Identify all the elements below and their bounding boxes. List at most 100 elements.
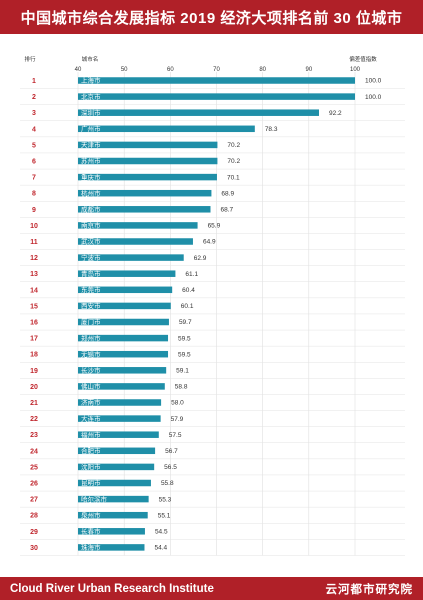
x-tick-label: 80 <box>259 67 266 73</box>
rank-label: 29 <box>30 529 38 536</box>
value-label: 68.9 <box>221 190 234 197</box>
city-label: 哈尔滨市 <box>81 494 108 503</box>
city-label: 北京市 <box>81 92 101 101</box>
rank-label: 15 <box>30 303 38 310</box>
rank-label: 17 <box>30 336 38 343</box>
bar <box>78 189 212 197</box>
bar <box>78 206 211 213</box>
x-tick-label: 70 <box>213 67 220 73</box>
city-label: 南京市 <box>81 221 101 230</box>
x-tick-label: 50 <box>121 67 128 73</box>
city-label: 深圳市 <box>81 108 101 117</box>
value-label: 56.7 <box>165 448 178 455</box>
rank-label: 4 <box>32 126 36 133</box>
city-label: 宁波市 <box>81 253 101 262</box>
bar <box>78 93 355 100</box>
rank-label: 7 <box>32 175 36 182</box>
rank-label: 19 <box>30 368 38 375</box>
value-label: 70.2 <box>227 142 240 149</box>
bar <box>78 77 355 84</box>
city-label: 郑州市 <box>81 333 101 342</box>
x-tick-label: 40 <box>75 67 82 73</box>
bar <box>78 302 171 310</box>
rank-label: 28 <box>30 513 38 520</box>
city-label: 福州市 <box>81 430 101 439</box>
city-label: 昆明市 <box>81 478 101 487</box>
value-label: 55.3 <box>159 496 172 503</box>
value-label: 61.1 <box>185 271 198 278</box>
chart-title: 中国城市综合发展指标 2019 经济大项排名前 30 位城市 <box>20 9 403 27</box>
rank-label: 30 <box>30 545 38 552</box>
footer-org-en: Cloud River Urban Research Institute <box>10 582 214 595</box>
footer-org-cn: 云河都市研究院 <box>325 583 413 596</box>
bar <box>78 479 151 487</box>
rank-column-header: 排行 <box>24 55 36 63</box>
bar <box>78 367 167 374</box>
bar <box>78 157 218 165</box>
value-label: 68.7 <box>220 207 233 214</box>
value-label: 54.4 <box>154 545 167 552</box>
bar <box>78 125 255 133</box>
city-label: 东莞市 <box>81 285 101 294</box>
rank-label: 3 <box>32 110 36 117</box>
value-label: 64.9 <box>203 239 216 246</box>
bar <box>78 431 159 438</box>
city-label: 成都市 <box>81 205 101 214</box>
bar <box>78 238 193 245</box>
city-column-header: 城市名 <box>82 55 99 63</box>
bar <box>78 222 198 229</box>
city-label: 佛山市 <box>81 382 101 391</box>
bar-chart: 排行 城市名 偏差值指数 40 50 60 70 80 90 100 1 上海市 100.0 2 北京市 10… <box>20 55 405 556</box>
value-label: 60.1 <box>181 303 194 310</box>
value-column-header: 偏差值指数 <box>349 55 377 63</box>
city-label: 重庆市 <box>81 172 101 181</box>
city-label: 泉州市 <box>81 510 101 519</box>
rank-label: 12 <box>30 255 38 262</box>
value-label: 100.0 <box>365 78 382 85</box>
city-label: 长春市 <box>81 527 101 536</box>
value-label: 59.7 <box>179 319 192 326</box>
rank-label: 11 <box>30 239 38 246</box>
bar <box>78 254 184 261</box>
value-label: 54.5 <box>155 529 168 536</box>
rank-label: 21 <box>30 400 38 407</box>
bar <box>78 544 145 551</box>
bar <box>78 141 218 149</box>
rank-label: 27 <box>30 497 38 504</box>
rank-label: 13 <box>30 271 38 278</box>
city-label: 广州市 <box>81 124 101 133</box>
bar <box>78 173 217 181</box>
x-tick-label: 60 <box>167 67 174 73</box>
value-label: 100.0 <box>365 94 382 101</box>
title-bar: 中国城市综合发展指标 2019 经济大项排名前 30 位城市 <box>0 0 423 34</box>
value-label: 65.9 <box>208 223 221 230</box>
rank-label: 14 <box>30 287 38 294</box>
city-label: 无锡市 <box>81 349 101 358</box>
value-label: 62.9 <box>194 255 207 262</box>
rank-label: 16 <box>30 320 38 327</box>
x-tick-label: 100 <box>350 67 361 73</box>
rank-label: 20 <box>30 384 38 391</box>
value-label: 57.5 <box>169 432 182 439</box>
value-label: 56.5 <box>164 464 177 471</box>
rank-label: 9 <box>32 207 36 214</box>
city-label: 沈阳市 <box>81 462 101 471</box>
rank-label: 25 <box>30 464 38 471</box>
bar <box>78 286 173 294</box>
value-label: 59.1 <box>176 368 189 375</box>
city-label: 长沙市 <box>81 366 101 375</box>
rank-label: 5 <box>32 142 36 149</box>
footer-bar: Cloud River Urban Research Institute 云河都… <box>0 577 423 600</box>
bar <box>78 383 165 390</box>
bar <box>78 463 155 471</box>
city-label: 厦门市 <box>81 317 101 326</box>
bar <box>78 350 169 358</box>
bar <box>78 447 156 455</box>
city-label: 苏州市 <box>81 156 101 165</box>
rank-label: 22 <box>30 416 38 423</box>
bar <box>78 511 148 519</box>
rank-label: 23 <box>30 432 38 439</box>
rank-label: 18 <box>30 352 38 359</box>
value-label: 57.9 <box>171 416 184 423</box>
city-label: 天津市 <box>81 140 101 149</box>
